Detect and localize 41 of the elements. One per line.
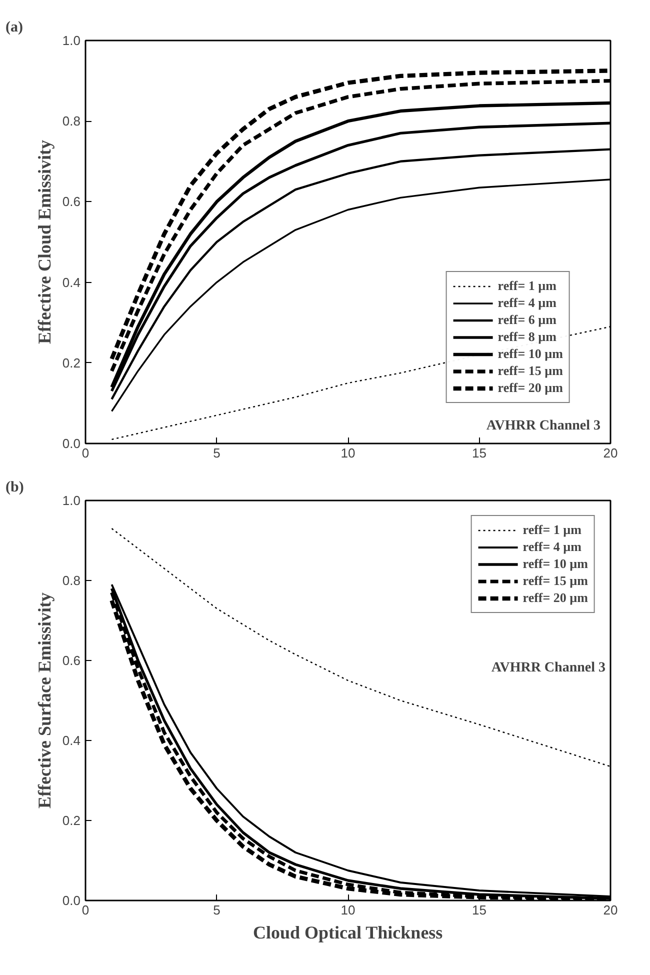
legend-label: reff= 20 µm: [522, 590, 588, 606]
x-tick-label: 20: [603, 902, 618, 918]
x-tick-label: 5: [213, 902, 220, 918]
x-axis-title: Cloud Optical Thickness: [252, 922, 443, 942]
legend-label: reff= 6 µm: [498, 312, 556, 328]
y-tick-label: 1.0: [62, 33, 81, 48]
annotation: AVHRR Channel 3: [486, 418, 601, 434]
x-tick-label: 10: [340, 446, 356, 460]
y-tick-label: 0.4: [62, 274, 81, 290]
y-tick-label: 0.4: [62, 733, 81, 748]
legend-label: reff= 1 µm: [522, 522, 582, 538]
y-tick-label: 0.6: [62, 653, 81, 668]
y-tick-label: 0.2: [62, 355, 81, 370]
x-tick-label: 0: [82, 446, 90, 460]
legend-label: reff= 10 µm: [522, 556, 588, 572]
legend-label: reff= 4 µm: [522, 539, 582, 555]
legend-label: reff= 10 µm: [498, 346, 563, 362]
legend-label: reff= 15 µm: [522, 573, 588, 589]
legend-label: reff= 20 µm: [498, 380, 563, 396]
x-tick-label: 20: [603, 446, 618, 460]
x-tick-label: 15: [472, 446, 486, 460]
annotation: AVHRR Channel 3: [491, 660, 606, 676]
y-tick-label: 0.8: [62, 114, 81, 129]
y-tick-label: 0.2: [62, 813, 81, 828]
y-tick-label: 0.0: [62, 436, 81, 451]
y-tick-label: 0.0: [62, 893, 81, 908]
y-axis-title: Effective Cloud Emissivity: [34, 140, 54, 344]
x-tick-label: 5: [213, 446, 220, 460]
chart-title: (b): [6, 480, 24, 496]
y-tick-label: 1.0: [62, 493, 81, 508]
legend-label: reff= 15 µm: [498, 363, 563, 379]
x-tick-label: 0: [82, 902, 90, 918]
x-tick-label: 15: [472, 902, 486, 918]
y-tick-label: 0.6: [62, 194, 81, 210]
legend-label: reff= 4 µm: [498, 295, 556, 311]
legend-label: reff= 8 µm: [498, 329, 556, 345]
x-tick-label: 10: [340, 902, 356, 918]
y-tick-label: 0.8: [62, 573, 81, 588]
legend-label: reff= 1 µm: [498, 278, 556, 294]
y-axis-title: Effective Surface Emissivity: [34, 592, 54, 808]
chart-title: (a): [6, 20, 23, 36]
